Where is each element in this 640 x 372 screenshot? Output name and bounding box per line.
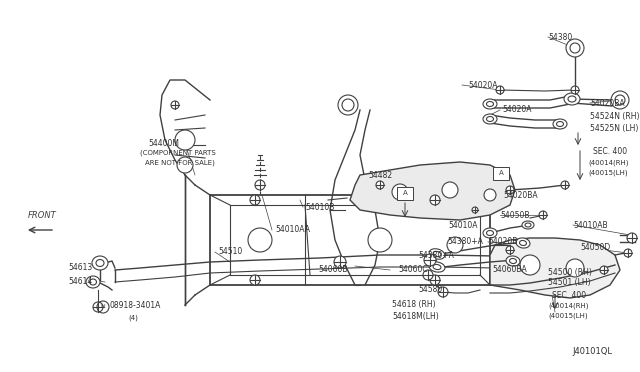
Text: 54060C: 54060C	[398, 266, 428, 275]
Circle shape	[430, 195, 440, 205]
Text: 54380: 54380	[548, 32, 572, 42]
Text: 54050B: 54050B	[500, 211, 529, 219]
Text: 54050D: 54050D	[580, 243, 611, 251]
Text: (COMPORNENT PARTS: (COMPORNENT PARTS	[140, 150, 216, 156]
Text: 54482: 54482	[368, 170, 392, 180]
Text: (40015(LH): (40015(LH)	[548, 313, 588, 319]
Text: 54020B: 54020B	[488, 237, 517, 247]
Polygon shape	[490, 238, 620, 298]
Ellipse shape	[483, 114, 497, 124]
Ellipse shape	[429, 249, 445, 259]
Circle shape	[255, 180, 265, 190]
Circle shape	[520, 255, 540, 275]
Circle shape	[423, 270, 433, 280]
Text: 54510: 54510	[218, 247, 243, 257]
Circle shape	[250, 195, 260, 205]
Ellipse shape	[483, 99, 497, 109]
Circle shape	[376, 181, 384, 189]
Ellipse shape	[522, 221, 534, 229]
Text: 54618 (RH): 54618 (RH)	[392, 301, 436, 310]
Ellipse shape	[92, 256, 108, 270]
Text: 54614: 54614	[68, 276, 92, 285]
Circle shape	[571, 86, 579, 94]
Text: (4): (4)	[128, 315, 138, 321]
Text: 54010AB: 54010AB	[573, 221, 607, 230]
Text: 54010A: 54010A	[448, 221, 477, 230]
Circle shape	[484, 189, 496, 201]
FancyBboxPatch shape	[397, 187, 413, 200]
Text: SEC. 400: SEC. 400	[593, 148, 627, 157]
Circle shape	[368, 228, 392, 252]
Circle shape	[248, 228, 272, 252]
Text: 54400M: 54400M	[148, 138, 179, 148]
Circle shape	[600, 266, 608, 274]
Text: 54020A: 54020A	[502, 106, 531, 115]
Polygon shape	[350, 162, 515, 220]
Circle shape	[392, 184, 408, 200]
FancyBboxPatch shape	[493, 167, 509, 180]
Text: N: N	[100, 305, 106, 310]
Text: 54501 (LH): 54501 (LH)	[548, 279, 591, 288]
Text: 54060BA: 54060BA	[492, 266, 527, 275]
Text: A: A	[403, 190, 408, 196]
Text: 54618M(LH): 54618M(LH)	[392, 312, 439, 321]
Ellipse shape	[564, 93, 580, 105]
Circle shape	[506, 186, 514, 194]
Ellipse shape	[86, 276, 100, 288]
Text: 54010B: 54010B	[305, 202, 334, 212]
Circle shape	[472, 207, 478, 213]
Ellipse shape	[429, 262, 445, 272]
Text: (40014(RH): (40014(RH)	[548, 303, 589, 309]
Circle shape	[561, 181, 569, 189]
Circle shape	[171, 101, 179, 109]
Circle shape	[177, 157, 193, 173]
Text: 54525N (LH): 54525N (LH)	[590, 125, 638, 134]
Circle shape	[506, 246, 514, 254]
Text: J40101QL: J40101QL	[572, 347, 612, 356]
Text: (40014(RH): (40014(RH)	[588, 160, 628, 166]
Text: 54380+A: 54380+A	[418, 250, 454, 260]
Text: 54010AA: 54010AA	[275, 225, 310, 234]
Circle shape	[175, 130, 195, 150]
Text: (40015(LH): (40015(LH)	[588, 170, 628, 176]
Text: 54524N (RH): 54524N (RH)	[590, 112, 639, 122]
Text: SEC. 400: SEC. 400	[552, 291, 586, 299]
Text: 54613: 54613	[68, 263, 92, 273]
Text: 54380+A: 54380+A	[447, 237, 483, 247]
Ellipse shape	[483, 228, 497, 238]
Circle shape	[566, 39, 584, 57]
Text: 54580: 54580	[418, 285, 442, 295]
Circle shape	[338, 95, 358, 115]
Text: 54020A: 54020A	[468, 80, 497, 90]
Circle shape	[624, 249, 632, 257]
Circle shape	[627, 233, 637, 243]
Circle shape	[496, 86, 504, 94]
Text: 54020BA: 54020BA	[590, 99, 625, 108]
Text: 54060B: 54060B	[318, 266, 348, 275]
Text: 54020BA: 54020BA	[503, 190, 538, 199]
Circle shape	[334, 256, 346, 268]
Circle shape	[442, 182, 458, 198]
Circle shape	[250, 275, 260, 285]
Circle shape	[424, 254, 436, 266]
Circle shape	[539, 211, 547, 219]
Circle shape	[93, 302, 103, 312]
Text: 54500 (RH): 54500 (RH)	[548, 267, 592, 276]
Text: FRONT: FRONT	[28, 211, 56, 220]
Text: A: A	[499, 170, 504, 176]
Ellipse shape	[516, 238, 530, 248]
Circle shape	[566, 259, 584, 277]
Circle shape	[447, 237, 463, 253]
Ellipse shape	[506, 256, 520, 266]
Circle shape	[438, 287, 448, 297]
Text: ARE NOT FOR SALE): ARE NOT FOR SALE)	[145, 160, 215, 166]
Text: 08918-3401A: 08918-3401A	[110, 301, 161, 311]
Circle shape	[430, 275, 440, 285]
Circle shape	[611, 91, 629, 109]
Ellipse shape	[553, 119, 567, 129]
